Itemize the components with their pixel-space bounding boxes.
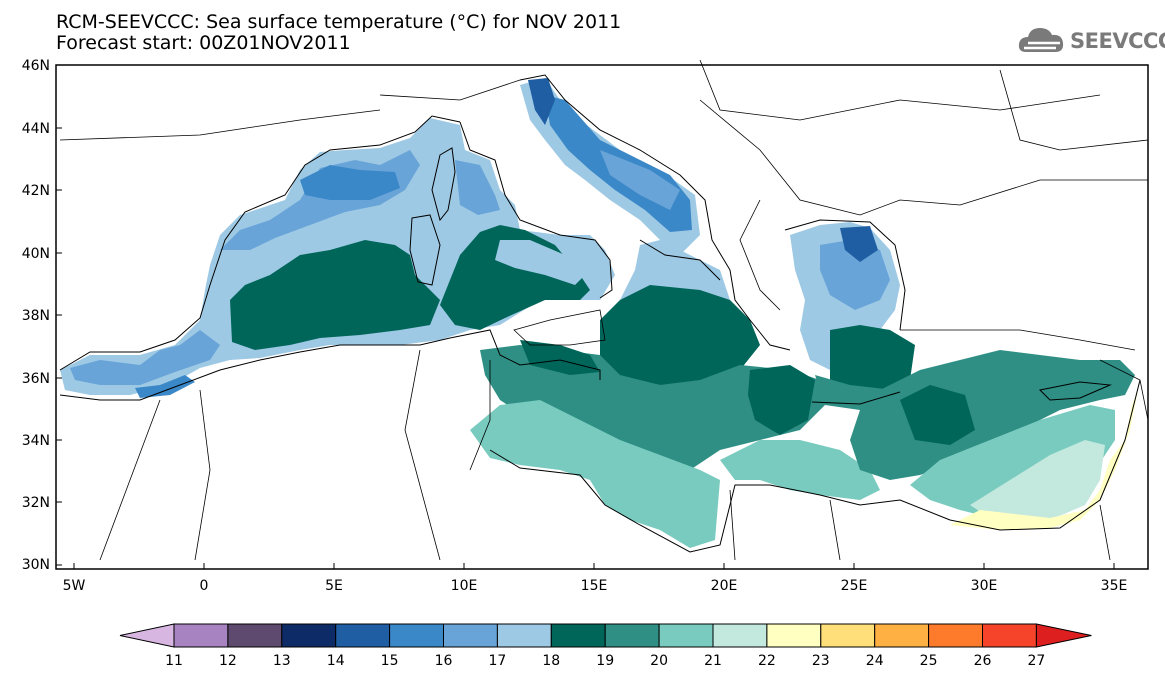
central-basin [480,240,830,480]
colorbar-box [335,623,391,648]
lon-label: 5E [325,578,343,594]
lat-axis: 46N 44N 42N 40N 38N 36N 34N 32N 30N [22,58,62,573]
colorbar-tick-label: 11 [165,653,183,669]
sst-map: 46N 44N 42N 40N 38N 36N 34N 32N 30N 5W 0… [22,58,1149,594]
colorbar-tick-label: 22 [758,653,776,669]
colorbar-box [443,623,498,648]
colorbar-box [227,623,283,648]
colorbar-box [766,623,822,648]
seevccc-logo: SEEVCCC [1018,24,1165,60]
colorbar-box [658,623,714,648]
lon-label: 10E [451,578,478,594]
colorbar-tick-label: 20 [650,653,668,669]
lat-label: 40N [22,246,50,262]
map-frame [55,64,1149,570]
colorbar-tick-label: 23 [812,653,830,669]
colorbar-box [496,623,552,648]
lat-label: 30N [22,557,50,573]
colorbar-tick-label: 13 [273,653,291,669]
lat-label: 46N [22,58,50,74]
title-line-1: RCM-SEEVCCC: Sea surface temperature (°C… [56,11,622,33]
country-borders [59,59,1149,561]
colorbar-tick-label: 15 [381,653,399,669]
colorbar-under-arrow [119,623,175,648]
colorbar-box [173,623,229,648]
colorbar-tick-label: 27 [1027,653,1045,669]
colorbar-tick-label: 19 [596,653,614,669]
aegean-sea [790,222,915,410]
colorbar-tick-label: 18 [542,653,560,669]
colorbar-box [550,623,606,648]
colorbar-over-arrow [1035,623,1092,648]
colorbar-box [389,623,445,648]
lat-label: 38N [22,308,50,324]
colorbar-tick-label: 14 [327,653,345,669]
title-line-2: Forecast start: 00Z01NOV2011 [56,32,351,54]
lon-label: 25E [841,578,868,594]
lon-label: 35E [1101,578,1128,594]
lat-label: 32N [22,495,50,511]
map-title: RCM-SEEVCCC: Sea surface temperature (°C… [56,12,621,54]
adriatic-basin [520,78,700,255]
lon-label: 0 [200,578,209,594]
colorbar-box [281,623,337,648]
logo-text: SEEVCCC [1070,29,1165,53]
levantine-basin [850,350,1138,530]
libyan-sea [470,400,880,548]
colorbar-box [820,623,876,648]
colorbar-tick-label: 21 [704,653,722,669]
lon-axis: 5W 0 5E 10E 15E 20E 25E 30E 35E [63,563,1128,594]
lon-label: 15E [581,578,608,594]
western-basin [60,118,615,398]
lon-label: 30E [971,578,998,594]
lon-label: 5W [63,578,86,594]
lat-label: 36N [22,371,50,387]
coastlines [59,74,1141,553]
colorbar-tick-label: 12 [219,653,237,669]
cloud-icon [1018,28,1064,52]
colorbar-boxes [119,623,1092,648]
colorbar-labels: 11 12 13 14 15 16 17 18 19 20 21 22 23 24 25 26 27 [165,653,1045,669]
colorbar-box [928,623,983,648]
colorbar-tick-label: 17 [488,653,506,669]
colorbar-tick-label: 24 [866,653,884,669]
lat-label: 42N [22,183,50,199]
colorbar-tick-label: 25 [920,653,938,669]
colorbar-box [982,623,1037,648]
lon-label: 20E [711,578,738,594]
colorbar-tick-label: 26 [974,653,992,669]
colorbar-tick-label: 16 [435,653,453,669]
lat-label: 34N [22,433,50,449]
lat-label: 44N [22,121,50,137]
colorbar-box [712,623,768,648]
colorbar-box [874,623,930,648]
colorbar-box [604,623,660,648]
